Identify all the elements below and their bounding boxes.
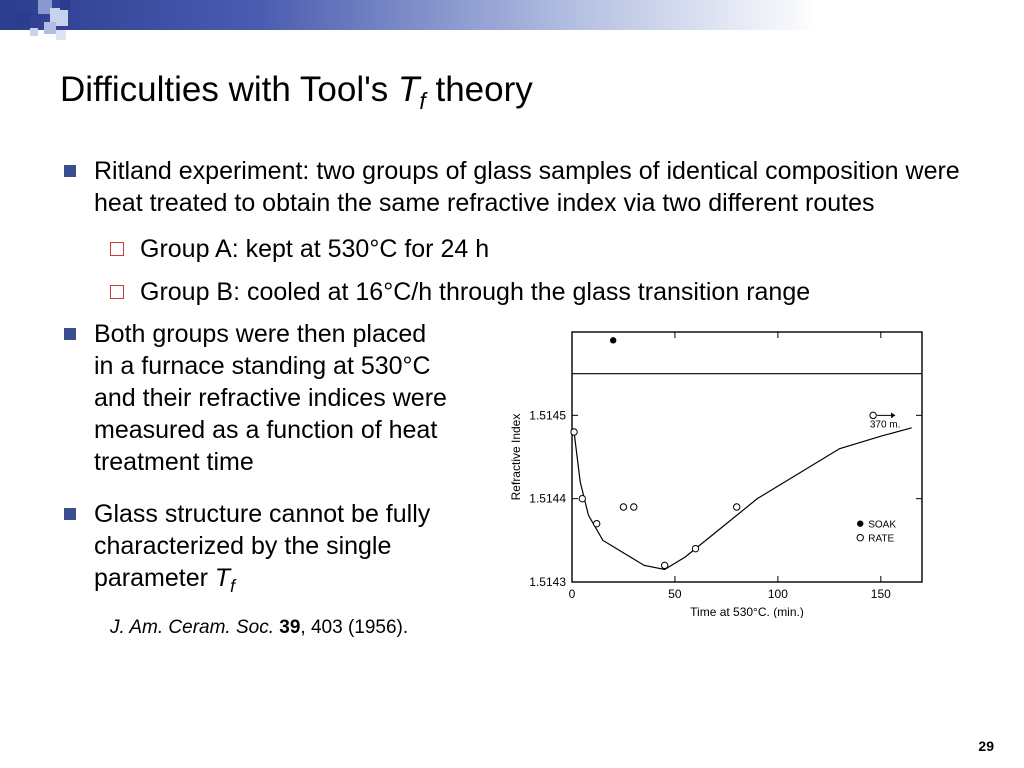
header-gradient bbox=[0, 0, 1024, 30]
bullet-ritland: Ritland experiment: two groups of glass … bbox=[50, 155, 974, 219]
svg-text:Refractive Index: Refractive Index bbox=[509, 414, 523, 501]
page-number: 29 bbox=[978, 738, 994, 754]
svg-text:1.5145: 1.5145 bbox=[529, 408, 566, 422]
citation-journal: J. Am. Ceram. Soc. bbox=[110, 617, 274, 638]
two-column-row: Both groups were then placed in a furnac… bbox=[50, 318, 974, 639]
bullet-structure-sym: T bbox=[215, 564, 230, 592]
chart-column: 0 50 100 150 1.5143 1.5144 1.5145 Time at 530°C… bbox=[470, 318, 974, 639]
bullet-group-a: Group A: kept at 530°C for 24 h bbox=[50, 233, 974, 266]
citation-volume: 39 bbox=[279, 617, 300, 638]
title-pre: Difficulties with Tool's bbox=[60, 70, 398, 109]
slide-title: Difficulties with Tool's Tf theory bbox=[60, 70, 974, 115]
refractive-index-chart: 0 50 100 150 1.5143 1.5144 1.5145 Time at 530°C… bbox=[502, 318, 942, 618]
svg-text:1.5144: 1.5144 bbox=[529, 492, 566, 506]
title-post: theory bbox=[426, 70, 533, 109]
svg-text:RATE: RATE bbox=[868, 534, 894, 545]
bullet-list: Ritland experiment: two groups of glass … bbox=[50, 155, 974, 308]
citation-rest: , 403 (1956). bbox=[300, 617, 408, 638]
slide-body: Difficulties with Tool's Tf theory Ritla… bbox=[50, 70, 974, 738]
bullet-structure: Glass structure cannot be fully characte… bbox=[50, 498, 450, 597]
bullet-structure-text: Glass structure cannot be fully characte… bbox=[94, 500, 430, 592]
svg-text:150: 150 bbox=[871, 587, 891, 601]
title-symbol: T bbox=[398, 70, 419, 109]
svg-text:50: 50 bbox=[668, 587, 682, 601]
citation: J. Am. Ceram. Soc. 39, 403 (1956). bbox=[110, 617, 450, 639]
svg-text:1.5143: 1.5143 bbox=[529, 575, 566, 589]
svg-text:0: 0 bbox=[569, 587, 576, 601]
svg-text:370 m.: 370 m. bbox=[870, 419, 901, 430]
bullet-structure-sub: f bbox=[230, 576, 235, 596]
bullet-group-b: Group B: cooled at 16°C/h through the gl… bbox=[50, 276, 974, 309]
svg-text:SOAK: SOAK bbox=[868, 520, 896, 531]
corner-squares-decor bbox=[0, 0, 100, 60]
bullet-furnace: Both groups were then placed in a furnac… bbox=[50, 318, 450, 478]
svg-text:Time at 530°C. (min.): Time at 530°C. (min.) bbox=[690, 605, 804, 618]
svg-text:100: 100 bbox=[768, 587, 788, 601]
left-column: Both groups were then placed in a furnac… bbox=[50, 318, 450, 639]
